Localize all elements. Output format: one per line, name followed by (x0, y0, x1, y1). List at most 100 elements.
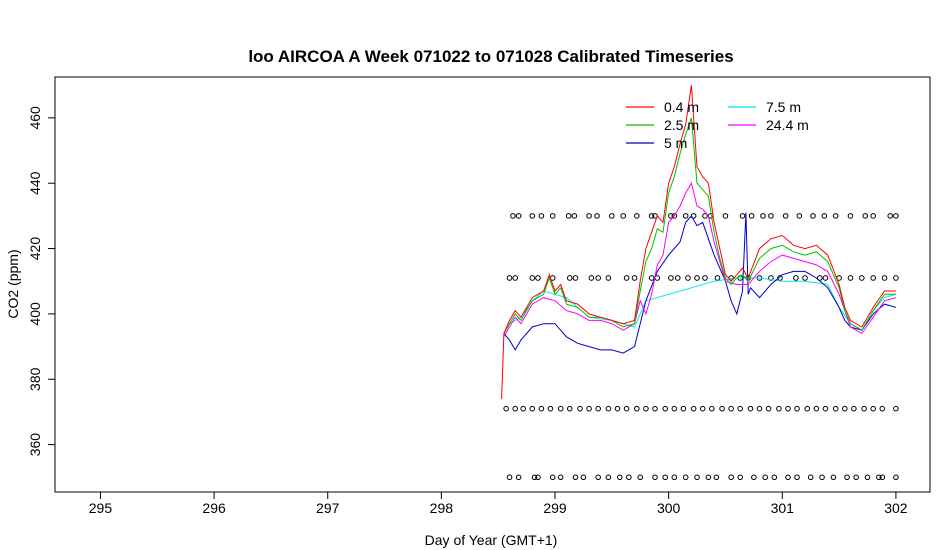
plot-frame (54, 76, 931, 493)
marker-point (634, 213, 640, 219)
marker-point (652, 405, 658, 412)
marker-point (535, 275, 541, 281)
marker-point (557, 474, 564, 481)
marker-point (851, 405, 857, 412)
y-axis-label: CO2 (ppm) (5, 249, 21, 318)
marker-point (529, 275, 536, 281)
x-tick-label: 296 (202, 500, 226, 516)
marker-point (893, 213, 899, 219)
marker-point (531, 474, 538, 481)
marker-point (623, 405, 630, 412)
chart-title: loo AIRCOA A Week 071022 to 071028 Calib… (248, 47, 733, 66)
marker-point (623, 275, 630, 281)
legend: 0.4 m 2.5 m 5 m 7.5 m 24.4 m (626, 99, 809, 151)
marker-point (529, 405, 536, 412)
marker-point (748, 213, 755, 219)
series-line-7-5-m (503, 277, 897, 334)
marker-point (832, 213, 839, 219)
marker-point (557, 405, 564, 412)
marker-point (751, 474, 757, 481)
marker-point (565, 213, 572, 219)
marker-point (626, 474, 632, 481)
y-tick-label: 440 (27, 171, 43, 195)
y-tick-label: 460 (27, 106, 43, 130)
marker-point (637, 474, 644, 481)
marker-point (652, 474, 658, 481)
y-tick-label: 420 (27, 237, 43, 261)
marker-point (881, 275, 888, 281)
marker-point (802, 275, 808, 281)
marker-point (794, 474, 800, 481)
marker-point (671, 213, 678, 219)
x-tick-label: 295 (89, 500, 113, 516)
x-tick-label: 297 (316, 500, 340, 516)
marker-point (709, 405, 715, 412)
marker-point (876, 474, 882, 481)
marker-point (620, 213, 626, 219)
marker-point (682, 474, 689, 481)
legend-label: 0.4 m (664, 99, 699, 115)
marker-point (870, 213, 876, 219)
marker-point (538, 213, 545, 219)
marker-point (796, 213, 803, 219)
marker-point (538, 405, 545, 412)
marker-point (722, 213, 729, 219)
marker-point (859, 275, 865, 281)
marker-point (705, 474, 712, 481)
series-line-24-4-m (503, 181, 897, 338)
marker-point (785, 474, 791, 481)
marker-point (586, 213, 592, 219)
series-lines (501, 85, 897, 399)
marker-point (747, 405, 754, 412)
marker-point (768, 275, 774, 281)
marker-point (822, 275, 829, 281)
marker-point (702, 275, 708, 281)
marker-point (847, 275, 854, 281)
marker-point (631, 275, 638, 281)
marker-point (864, 474, 871, 481)
marker-point (887, 213, 894, 219)
x-tick-label: 299 (543, 500, 567, 516)
marker-point (566, 405, 573, 412)
marker-point (515, 474, 522, 481)
marker-point (648, 213, 655, 219)
marker-point (535, 474, 541, 481)
marker-point (870, 405, 876, 412)
series-line-5-m (503, 212, 897, 354)
marker-point (768, 213, 774, 219)
marker-point (719, 405, 725, 412)
y-tick-label: 380 (27, 367, 43, 391)
marker-point (572, 275, 579, 281)
marker-point (671, 474, 678, 481)
marker-point (588, 275, 595, 281)
marker-point (819, 474, 825, 481)
marker-point (577, 405, 583, 412)
marker-point (605, 405, 612, 412)
marker-point (821, 213, 828, 219)
marker-point (674, 275, 681, 281)
marker-point (506, 275, 513, 281)
marker-point (506, 474, 513, 481)
series-line-2-5-m (503, 117, 896, 334)
marker-point (668, 213, 674, 219)
marker-point (515, 213, 522, 219)
marker-point (844, 474, 850, 481)
marker-point (870, 275, 876, 281)
marker-point (549, 474, 556, 481)
marker-point (765, 405, 772, 412)
marker-point (771, 474, 778, 481)
marker-point (503, 405, 509, 412)
marker-point (512, 405, 519, 412)
marker-point (571, 213, 578, 219)
marker-point (822, 405, 829, 412)
marker-point (699, 405, 706, 412)
x-axis-label: Day of Year (GMT+1) (425, 532, 558, 548)
marker-rows (503, 213, 899, 481)
marker-point (547, 405, 554, 412)
legend-label: 5 m (664, 135, 687, 151)
x-axis: 295 296 297 298 299 300 301 302 (89, 492, 908, 516)
marker-point (520, 405, 526, 412)
marker-point (728, 405, 734, 412)
marker-point (680, 405, 687, 412)
